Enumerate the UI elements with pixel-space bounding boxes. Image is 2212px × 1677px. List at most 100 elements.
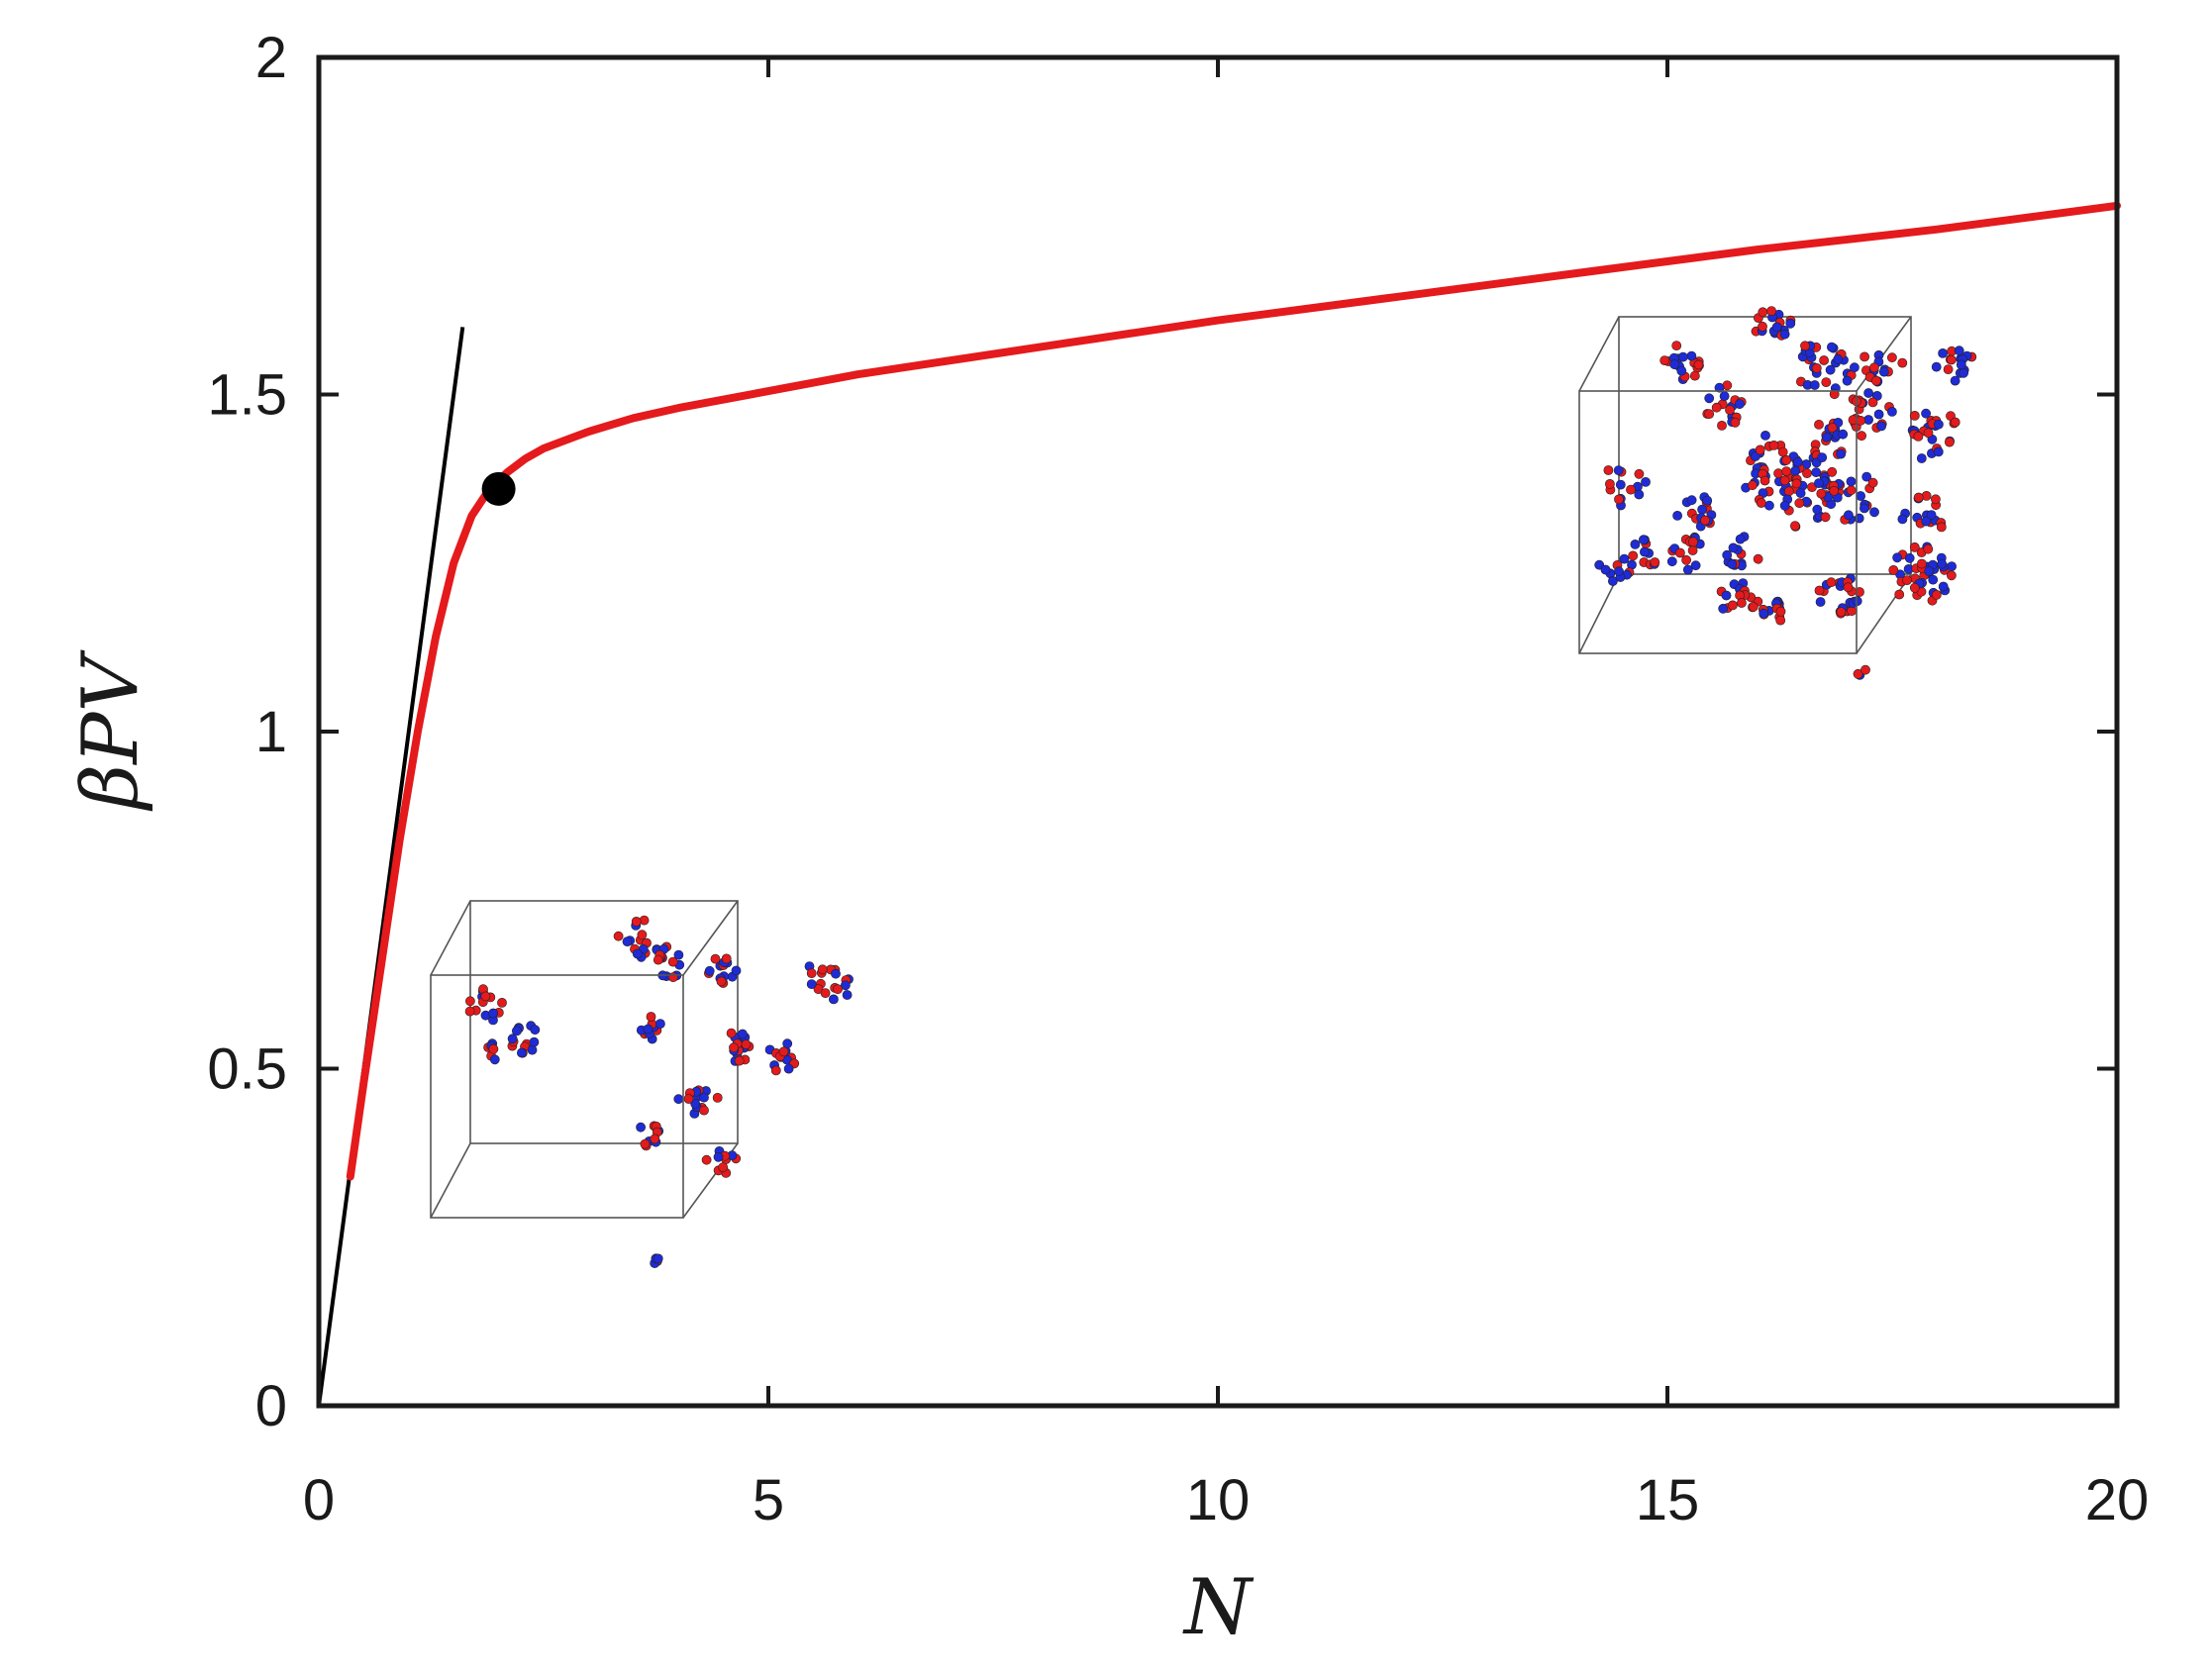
cube-back-face: [469, 900, 739, 1144]
particle: [1829, 485, 1840, 496]
y-axis-title: βPV: [66, 649, 155, 812]
particle: [1842, 375, 1853, 386]
particle: [1785, 318, 1796, 329]
particle: [646, 1012, 656, 1022]
particle: [1846, 476, 1857, 487]
particle: [1603, 465, 1614, 475]
particle: [1923, 543, 1934, 554]
particle: [1934, 419, 1944, 430]
particle: [806, 968, 817, 978]
cube-back-face: [1618, 316, 1912, 575]
particle: [1721, 590, 1732, 601]
particle: [1704, 409, 1715, 419]
cube-edge: [1856, 573, 1912, 654]
particle: [1722, 549, 1733, 560]
particle: [1775, 606, 1786, 617]
inset-low-density: [430, 900, 854, 1268]
particle: [1863, 388, 1873, 398]
particle: [1913, 492, 1924, 503]
particle: [1846, 485, 1857, 496]
particle: [1878, 366, 1889, 377]
particle: [1671, 341, 1682, 350]
particle: [1659, 355, 1670, 365]
particle: [1827, 423, 1838, 433]
particle: [1686, 350, 1697, 361]
particle: [1704, 393, 1715, 404]
cube-edge: [1578, 573, 1620, 654]
particle: [653, 954, 663, 965]
particle: [1847, 606, 1857, 616]
particle: [1887, 352, 1897, 363]
particle: [1916, 453, 1927, 463]
y-tick-label: 1: [255, 700, 287, 764]
particle: [1730, 417, 1741, 428]
particle: [1814, 419, 1824, 430]
particle: [1759, 608, 1769, 619]
particle: [480, 991, 491, 1002]
particle: [1838, 429, 1849, 440]
particle: [1827, 466, 1838, 477]
particle: [1634, 468, 1645, 479]
particle: [1790, 521, 1800, 531]
particle: [1639, 535, 1649, 545]
particle: [782, 1038, 793, 1049]
particle: [489, 1054, 500, 1065]
particle: [1936, 522, 1947, 533]
particle: [643, 1024, 654, 1035]
particle: [1755, 444, 1765, 455]
particle: [1820, 512, 1831, 523]
particle: [1809, 380, 1820, 390]
particle: [1615, 479, 1626, 490]
particle: [507, 1034, 518, 1044]
particle: [1909, 410, 1920, 421]
inset-high-density: [1578, 306, 1977, 680]
y-tick-label: 2: [255, 26, 287, 90]
particle: [488, 1043, 499, 1054]
particle: [1634, 489, 1645, 500]
particle: [1860, 503, 1869, 514]
particle: [1938, 347, 1948, 358]
particle: [1924, 566, 1935, 576]
particle: [1675, 547, 1685, 558]
particle: [1857, 431, 1866, 442]
particle: [699, 1105, 709, 1116]
particle: [667, 956, 678, 967]
particle: [1756, 498, 1766, 508]
particle: [655, 1019, 665, 1029]
particle: [464, 1006, 475, 1017]
particle: [1814, 478, 1824, 488]
particle: [738, 1029, 748, 1039]
particle: [701, 1154, 712, 1165]
particle: [1933, 446, 1944, 457]
particle: [1836, 607, 1847, 617]
particle: [1897, 357, 1908, 368]
particle: [1719, 391, 1730, 401]
particle: [1779, 475, 1790, 486]
particle: [1827, 342, 1837, 352]
particle: [1950, 417, 1961, 428]
particle: [829, 994, 839, 1005]
particle: [716, 976, 727, 987]
plot-frame: [316, 54, 2120, 1409]
particle: [1727, 559, 1738, 569]
particle: [1873, 409, 1884, 420]
ticks-layer: 0 5 10 15 20 0 0.5 1 1.5 2: [207, 26, 2149, 1532]
particle: [1876, 421, 1886, 432]
particle: [1825, 364, 1836, 375]
particle: [1815, 597, 1826, 607]
particle: [734, 1055, 745, 1066]
particle: [831, 968, 841, 979]
particle: [1773, 468, 1783, 479]
particle: [1826, 577, 1837, 588]
particle: [1860, 664, 1870, 675]
particle: [673, 1094, 684, 1105]
particle: [1892, 552, 1902, 563]
particle: [1628, 550, 1639, 561]
particle: [1844, 510, 1854, 521]
linear-reference-line: [317, 327, 465, 1407]
particle: [653, 1253, 663, 1264]
particle: [1626, 484, 1636, 495]
particle: [718, 1162, 729, 1172]
particle: [464, 996, 475, 1007]
